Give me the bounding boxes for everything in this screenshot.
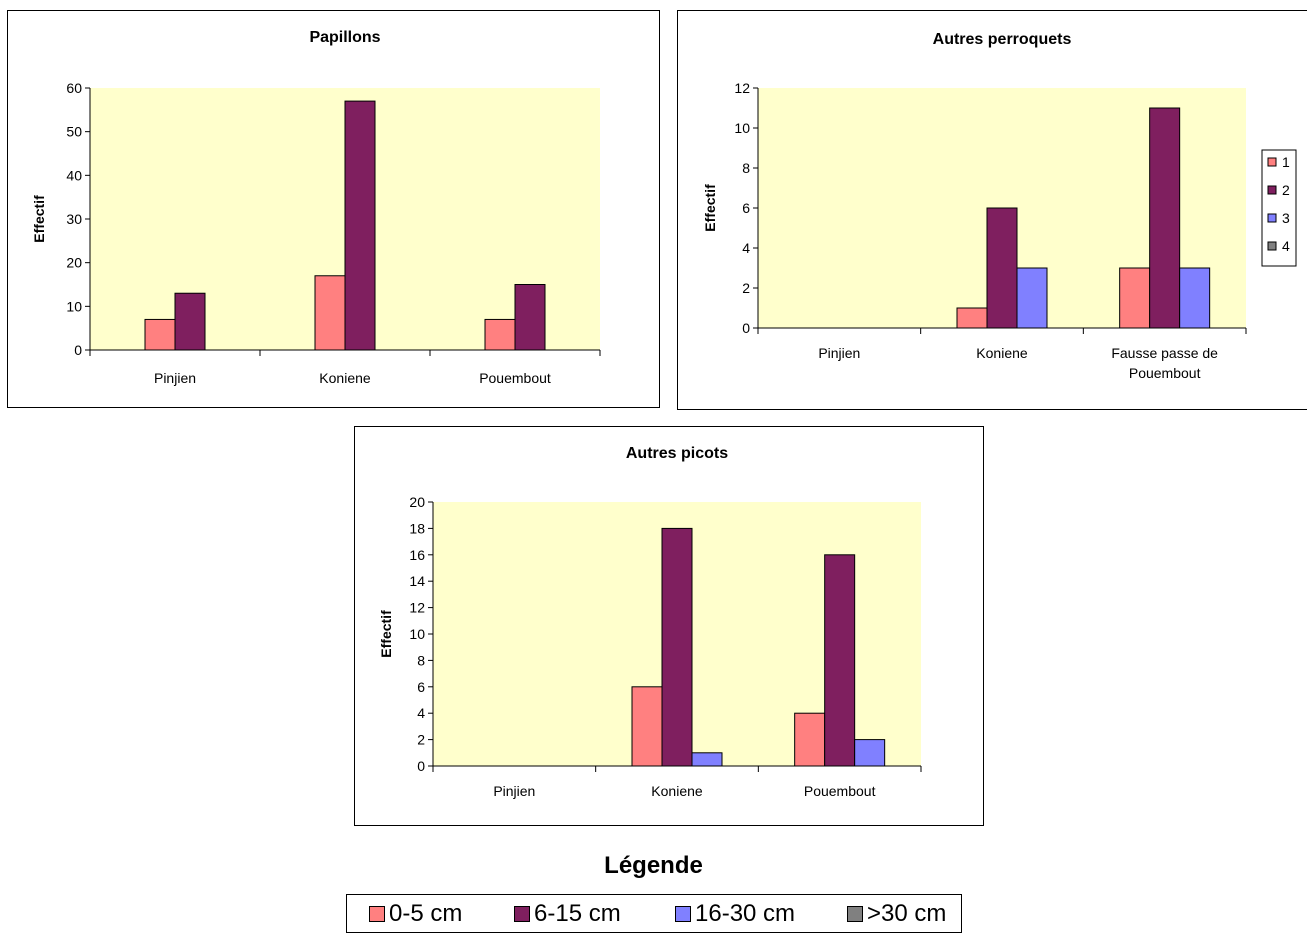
legend-swatch [847, 906, 863, 922]
y-tick-label: 40 [66, 167, 82, 183]
chart-papillons: Papillons Effectif 0 10 20 30 40 50 60 Pinjien Kon… [7, 10, 660, 408]
y-tick-label: 20 [409, 494, 425, 510]
y-tick-label: 12 [409, 600, 425, 616]
bar [986, 207, 1018, 329]
series-legend-label: 4 [1282, 238, 1290, 254]
bar [794, 712, 826, 767]
y-tick-label: 30 [66, 211, 82, 227]
series-legend [1261, 149, 1297, 267]
y-tick-label: 10 [66, 298, 82, 314]
bar [691, 752, 723, 767]
bar [1119, 267, 1151, 329]
bar [854, 739, 886, 767]
bar [1179, 267, 1211, 329]
y-tick-label: 14 [409, 573, 425, 589]
y-tick-label: 4 [742, 240, 750, 256]
bar [514, 284, 546, 351]
y-tick-label: 2 [742, 280, 750, 296]
bar [1149, 107, 1181, 329]
x-tick-label: Pinjien [818, 345, 860, 361]
y-tick-label: 0 [742, 320, 750, 336]
y-tick-label: 8 [417, 652, 425, 668]
x-tick-label: Pinjien [154, 370, 196, 386]
chart-autres-perroquets: Autres perroquets Effectif 0 2 4 6 8 10 12 Pinjie… [677, 10, 1307, 410]
series-legend-swatch [1267, 185, 1277, 195]
bar [956, 307, 988, 329]
y-tick-label: 6 [742, 200, 750, 216]
bar [344, 100, 376, 351]
y-tick-label: 2 [417, 732, 425, 748]
x-tick-label: Koniene [651, 783, 703, 799]
y-tick-label: 6 [417, 679, 425, 695]
y-tick-label: 0 [74, 342, 82, 358]
legend-label: 0-5 cm [389, 900, 463, 927]
bar [824, 554, 856, 767]
series-legend-swatch [1267, 157, 1277, 167]
bar [174, 292, 206, 351]
chart-title: Papillons [309, 29, 380, 46]
y-axis-label: Effectif [702, 184, 718, 232]
y-tick-label: 0 [417, 758, 425, 774]
chart-title: Autres picots [626, 445, 728, 462]
x-tick-label: Pouembout [1129, 365, 1201, 381]
x-tick-label: Pouembout [479, 370, 551, 386]
bar [1016, 267, 1048, 329]
y-tick-label: 60 [66, 80, 82, 96]
series-legend-label: 3 [1282, 210, 1290, 226]
y-tick-label: 10 [409, 626, 425, 642]
legend-swatch [675, 906, 691, 922]
y-axis-label: Effectif [378, 610, 394, 658]
bar [314, 275, 346, 351]
series-legend-swatch [1267, 241, 1277, 251]
legend-swatch [369, 906, 385, 922]
series-legend-label: 1 [1282, 154, 1290, 170]
legend-label: 16-30 cm [695, 900, 796, 927]
chart-title: Autres perroquets [933, 31, 1072, 48]
y-tick-label: 8 [742, 160, 750, 176]
legend: 0-5 cm 6-15 cm 16-30 cm >30 cm [346, 894, 962, 933]
y-tick-label: 16 [409, 547, 425, 563]
x-tick-label: Pouembout [804, 783, 876, 799]
chart-autres-picots: Autres picots Effectif 0 2 4 6 8 10 12 14 16 18 20 Pi… [354, 426, 984, 826]
y-tick-label: 50 [66, 124, 82, 140]
y-axis-label: Effectif [31, 195, 47, 243]
bar [631, 686, 663, 767]
y-tick-label: 12 [734, 80, 750, 96]
bar [661, 527, 693, 767]
x-tick-label: Koniene [976, 345, 1028, 361]
legend-swatch [514, 906, 530, 922]
bar [144, 318, 176, 351]
y-tick-label: 4 [417, 705, 425, 721]
legend-label: 6-15 cm [534, 900, 621, 927]
x-tick-label: Koniene [319, 370, 371, 386]
legend-title: Légende [604, 852, 703, 879]
x-tick-label: Pinjien [493, 783, 535, 799]
y-tick-label: 10 [734, 120, 750, 136]
y-tick-label: 20 [66, 255, 82, 271]
x-tick-label: Fausse passe de [1111, 345, 1218, 361]
y-tick-label: 18 [409, 520, 425, 536]
legend-label: >30 cm [867, 900, 947, 927]
series-legend-label: 2 [1282, 182, 1290, 198]
bar [484, 318, 516, 351]
series-legend-swatch [1267, 213, 1277, 223]
